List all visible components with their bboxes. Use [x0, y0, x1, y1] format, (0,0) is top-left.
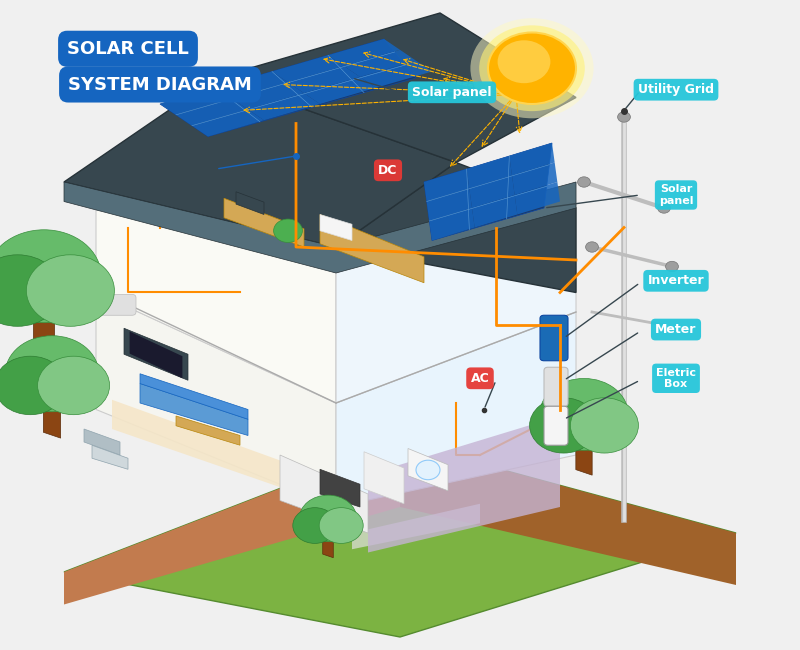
- Polygon shape: [426, 188, 472, 221]
- Circle shape: [530, 398, 598, 453]
- Polygon shape: [96, 292, 336, 507]
- Polygon shape: [320, 214, 424, 283]
- Polygon shape: [272, 55, 344, 83]
- Text: Solar
panel: Solar panel: [658, 184, 694, 206]
- Circle shape: [293, 508, 337, 543]
- Polygon shape: [430, 208, 474, 240]
- Polygon shape: [124, 328, 188, 380]
- Polygon shape: [34, 312, 54, 355]
- Polygon shape: [336, 312, 576, 507]
- Circle shape: [0, 229, 101, 322]
- Circle shape: [570, 398, 638, 453]
- Polygon shape: [160, 88, 232, 115]
- Circle shape: [5, 335, 99, 412]
- Text: Solar panel: Solar panel: [412, 86, 492, 99]
- Polygon shape: [288, 66, 360, 93]
- Polygon shape: [216, 13, 576, 162]
- Polygon shape: [176, 99, 248, 125]
- Polygon shape: [364, 452, 404, 504]
- Polygon shape: [64, 78, 456, 247]
- Polygon shape: [304, 77, 376, 104]
- Circle shape: [479, 25, 585, 111]
- Text: SYSTEM DIAGRAM: SYSTEM DIAGRAM: [68, 75, 252, 94]
- Circle shape: [319, 508, 363, 543]
- Polygon shape: [512, 162, 558, 195]
- Polygon shape: [408, 448, 448, 491]
- Polygon shape: [64, 442, 736, 637]
- Circle shape: [38, 356, 110, 415]
- Text: Meter: Meter: [655, 323, 697, 336]
- Polygon shape: [360, 60, 432, 88]
- Text: Inverter: Inverter: [648, 274, 704, 287]
- Polygon shape: [84, 429, 120, 455]
- Polygon shape: [224, 198, 304, 247]
- Polygon shape: [92, 445, 128, 469]
- Polygon shape: [140, 384, 248, 436]
- Polygon shape: [400, 442, 736, 585]
- Polygon shape: [248, 93, 320, 120]
- Text: DC: DC: [378, 164, 398, 177]
- Circle shape: [666, 261, 678, 272]
- Polygon shape: [96, 182, 336, 403]
- Polygon shape: [344, 50, 416, 77]
- Circle shape: [0, 255, 62, 326]
- FancyBboxPatch shape: [88, 294, 136, 315]
- Circle shape: [658, 203, 670, 213]
- Polygon shape: [236, 192, 264, 215]
- Polygon shape: [368, 416, 560, 552]
- Circle shape: [470, 18, 594, 118]
- Polygon shape: [322, 536, 334, 558]
- Polygon shape: [64, 182, 576, 273]
- Circle shape: [488, 32, 576, 104]
- Circle shape: [0, 356, 66, 415]
- Polygon shape: [320, 469, 360, 507]
- Polygon shape: [576, 442, 592, 475]
- Circle shape: [416, 460, 440, 480]
- Circle shape: [586, 242, 598, 252]
- Polygon shape: [352, 504, 480, 549]
- Polygon shape: [43, 403, 61, 438]
- Polygon shape: [424, 143, 552, 240]
- Circle shape: [578, 177, 590, 187]
- Polygon shape: [466, 156, 512, 188]
- Polygon shape: [510, 143, 554, 176]
- Polygon shape: [216, 72, 288, 99]
- Polygon shape: [160, 39, 416, 136]
- Text: Utility Grid: Utility Grid: [638, 83, 714, 96]
- Polygon shape: [424, 169, 470, 202]
- Polygon shape: [336, 162, 576, 292]
- FancyBboxPatch shape: [540, 315, 568, 361]
- Text: Eletric
Box: Eletric Box: [656, 367, 696, 389]
- Polygon shape: [514, 182, 560, 215]
- Polygon shape: [176, 416, 240, 445]
- Text: AC: AC: [470, 372, 490, 385]
- Circle shape: [618, 112, 630, 122]
- Polygon shape: [320, 214, 352, 240]
- Polygon shape: [130, 332, 182, 378]
- Polygon shape: [112, 400, 328, 504]
- Text: SOLAR CELL: SOLAR CELL: [67, 40, 189, 58]
- FancyBboxPatch shape: [544, 406, 568, 445]
- FancyBboxPatch shape: [544, 367, 568, 406]
- Polygon shape: [328, 39, 400, 66]
- Polygon shape: [472, 195, 518, 228]
- Circle shape: [498, 40, 550, 83]
- Polygon shape: [140, 374, 248, 419]
- Polygon shape: [336, 182, 576, 403]
- Polygon shape: [64, 442, 400, 604]
- Circle shape: [299, 495, 357, 541]
- Polygon shape: [470, 176, 514, 208]
- Circle shape: [26, 255, 114, 326]
- Polygon shape: [192, 109, 264, 136]
- Circle shape: [540, 378, 628, 450]
- Circle shape: [274, 219, 302, 242]
- Polygon shape: [280, 455, 368, 533]
- Polygon shape: [232, 83, 304, 109]
